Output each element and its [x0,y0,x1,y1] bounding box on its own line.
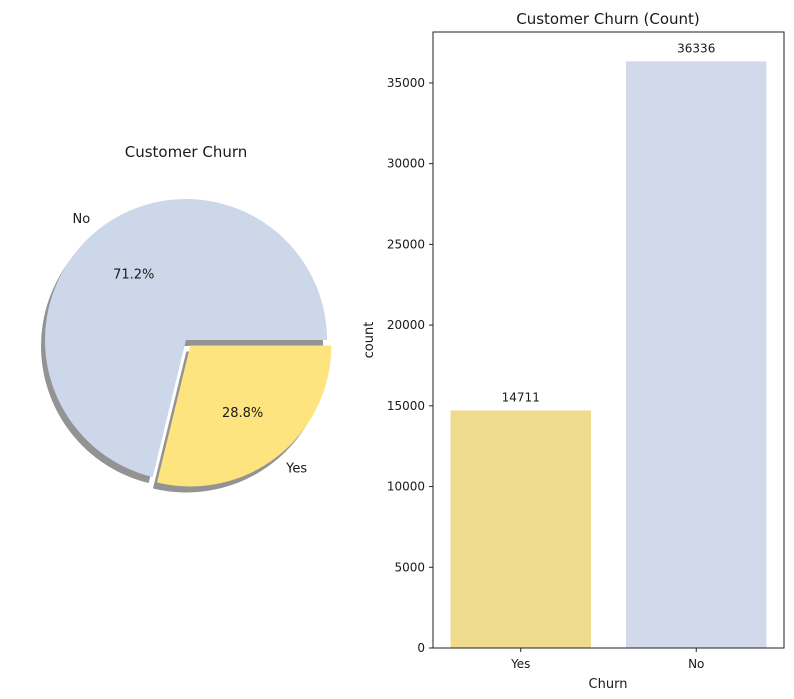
x-tick-label-no: No [688,657,704,671]
bar-x-axis-label: Churn [589,677,628,692]
y-tick-label-10000: 10000 [387,480,425,494]
y-tick-label-15000: 15000 [387,399,425,413]
bar-chart: Customer Churn (Count) 0 5000 10000 15000 20… [362,10,785,692]
pie-texts: No 71.2% Yes 28.8% [72,212,307,476]
bar-data-label-no: 36336 [677,41,715,55]
pie-pct-yes: 28.8% [222,406,263,421]
x-tick-label-yes: Yes [510,657,530,671]
pie-chart-title: Customer Churn [125,143,248,161]
bar-chart-title: Customer Churn (Count) [516,10,700,28]
bar-data-labels: 14711 36336 [502,41,716,404]
y-tick-label-25000: 25000 [387,237,425,251]
y-tick-label-35000: 35000 [387,76,425,90]
bar-x-ticks: Yes No [510,648,704,671]
bar-y-axis-label: count [362,322,377,359]
pie-slices [44,198,332,487]
pie-label-no: No [72,212,90,227]
y-tick-label-30000: 30000 [387,157,425,171]
bar-yes [450,410,591,648]
bar-data-label-yes: 14711 [502,390,540,404]
pie-slice-no [44,198,328,478]
y-tick-label-0: 0 [417,641,425,655]
pie-label-yes: Yes [285,461,307,476]
bar-y-ticks: 0 5000 10000 15000 20000 25000 30000 35000 [387,76,433,655]
pie-slice-yes [156,345,332,487]
pie-chart: Customer Churn No 71.2% Yes 28.8% [41,143,332,493]
bar-no [626,61,767,648]
pie-pct-no: 71.2% [113,267,154,282]
bar-bars [450,61,767,648]
y-tick-label-5000: 5000 [394,560,425,574]
bar-chart-frame [432,31,785,649]
y-tick-label-20000: 20000 [387,318,425,332]
